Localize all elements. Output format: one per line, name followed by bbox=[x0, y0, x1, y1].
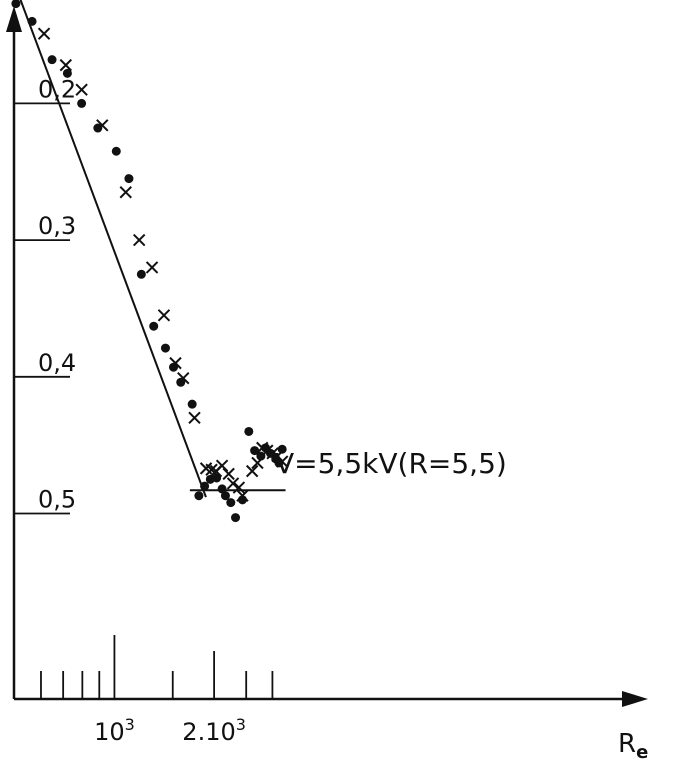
y-tick-label-0: 0,5 bbox=[38, 486, 76, 514]
x-axis bbox=[14, 691, 648, 707]
y-tick-label-1: 0,4 bbox=[38, 349, 76, 377]
dot-point-7 bbox=[124, 174, 134, 184]
dot-point-19 bbox=[220, 491, 230, 501]
y-axis-arrowhead bbox=[6, 6, 22, 32]
cross-point-13 bbox=[205, 463, 218, 476]
cross-point-17 bbox=[226, 477, 240, 490]
x-axis-label-main: R bbox=[618, 729, 636, 759]
y-axis bbox=[6, 6, 22, 699]
dot-point-12 bbox=[176, 377, 186, 387]
cross-point-26 bbox=[275, 455, 289, 468]
dot-point-0 bbox=[11, 0, 21, 9]
dot-point-17 bbox=[212, 473, 222, 483]
cross-point-1 bbox=[37, 27, 51, 40]
dot-point-3 bbox=[62, 68, 72, 78]
cross-point-21 bbox=[251, 456, 264, 470]
cross-point-10 bbox=[177, 371, 190, 385]
x-tick-group: 103 2.103 bbox=[40, 635, 274, 746]
data-points bbox=[11, 0, 289, 523]
x-tick-label-1: 2.103 bbox=[182, 715, 246, 746]
dot-point-6 bbox=[111, 146, 121, 156]
cross-point-11 bbox=[188, 411, 201, 425]
cross-point-3 bbox=[75, 83, 88, 96]
x-axis-label-subscript: e bbox=[636, 742, 648, 763]
y-tick-label-2: 0,3 bbox=[38, 212, 76, 240]
x-tick-label-0: 103 bbox=[94, 715, 135, 746]
dot-point-1 bbox=[27, 16, 37, 26]
dot-point-5 bbox=[93, 123, 103, 133]
x-axis-arrowhead bbox=[622, 691, 648, 707]
cross-point-19 bbox=[236, 489, 249, 502]
dot-point-30 bbox=[277, 444, 287, 454]
cross-point-6 bbox=[133, 233, 146, 247]
dot-point-8 bbox=[136, 269, 146, 279]
dot-point-15 bbox=[200, 481, 210, 491]
cross-point-2 bbox=[59, 58, 72, 72]
dot-point-18 bbox=[217, 484, 227, 494]
dot-point-10 bbox=[160, 343, 170, 353]
cross-point-15 bbox=[215, 459, 229, 472]
cross-point-16 bbox=[222, 467, 235, 481]
x-axis-label: Re bbox=[618, 729, 648, 763]
cross-point-20 bbox=[245, 464, 259, 478]
dot-point-4 bbox=[77, 98, 87, 108]
fit-line-0 bbox=[19, 0, 207, 498]
dot-point-9 bbox=[149, 321, 159, 331]
dot-point-21 bbox=[231, 513, 241, 523]
cross-point-18 bbox=[232, 481, 246, 494]
dot-point-2 bbox=[47, 55, 57, 65]
dot-point-20 bbox=[226, 498, 236, 508]
cross-point-5 bbox=[119, 186, 132, 199]
cross-point-7 bbox=[145, 261, 159, 274]
annotation: V=5,5kV(R=5,5) bbox=[275, 447, 507, 480]
dot-point-11 bbox=[169, 362, 179, 372]
dot-point-13 bbox=[187, 399, 197, 409]
cross-point-8 bbox=[157, 309, 171, 322]
dot-point-23 bbox=[244, 426, 254, 436]
cross-point-4 bbox=[96, 119, 109, 132]
cross-point-9 bbox=[169, 356, 182, 370]
dot-point-14 bbox=[194, 491, 204, 501]
y-tick-group: 0,50,40,30,2 bbox=[14, 75, 76, 515]
